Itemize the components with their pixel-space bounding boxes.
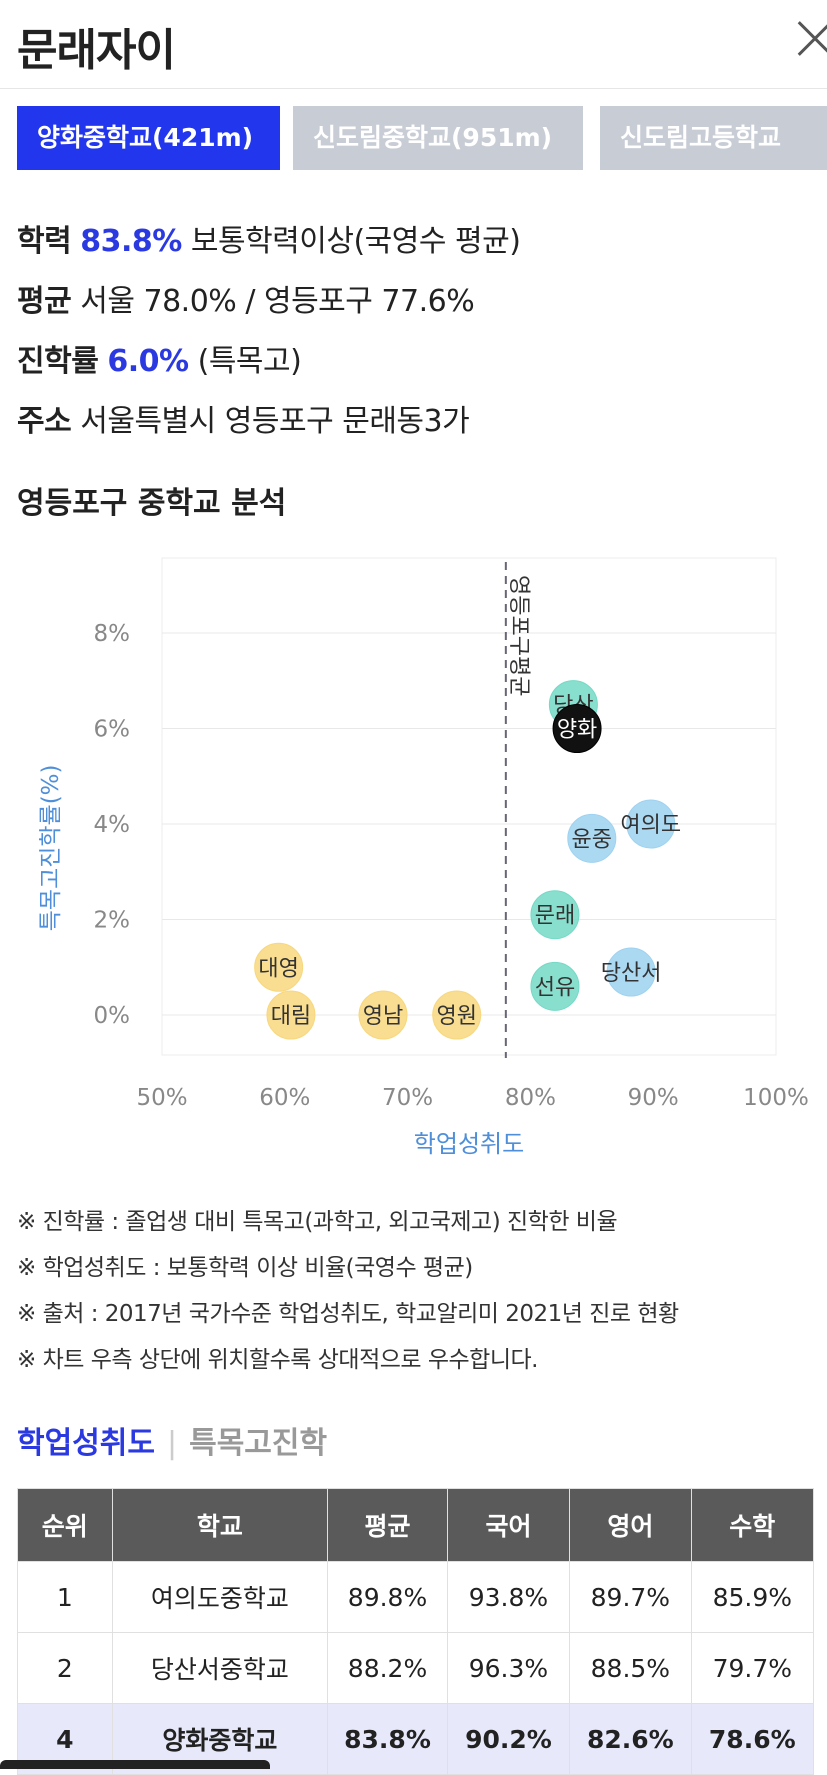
tab-sindorim-high[interactable]: 신도림고등학교: [600, 106, 827, 170]
cell-school: 당산서중학교: [111, 1632, 329, 1704]
point-marker: [530, 961, 580, 1011]
table-row-highlight[interactable]: 4 양화중학교 83.8% 90.2% 82.6% 78.6%: [17, 1703, 815, 1775]
header: 문래자이: [0, 0, 827, 89]
y-tick-label: 8%: [94, 621, 131, 647]
cell-rank: 2: [17, 1632, 113, 1704]
point-marker: [567, 813, 617, 863]
cell-english: 88.5%: [569, 1632, 692, 1704]
header-english: 영어: [569, 1488, 692, 1562]
point-marker: [358, 990, 408, 1040]
cell-average: 83.8%: [327, 1703, 448, 1775]
cell-korean: 90.2%: [446, 1703, 571, 1775]
cell-math: 85.9%: [690, 1561, 815, 1633]
tab-yanghwa-middle[interactable]: 양화중학교(421m): [17, 106, 280, 170]
y-axis-title: 특목고진학률(%): [38, 764, 64, 931]
bottom-scroll-bar: [0, 1760, 270, 1769]
cell-math: 79.7%: [690, 1632, 815, 1704]
cell-korean: 96.3%: [446, 1632, 571, 1704]
advance-desc: (특목고): [197, 344, 302, 379]
point-label: 영원: [436, 1004, 476, 1029]
point-label: 당산서: [601, 961, 662, 986]
cell-average: 89.8%: [327, 1561, 448, 1633]
cell-school: 여의도중학교: [111, 1561, 329, 1633]
average-row: 평균 서울 78.0% / 영등포구 77.6%: [17, 276, 475, 320]
x-tick-label: 60%: [259, 1085, 310, 1111]
point-marker: [432, 990, 482, 1040]
point-label: 대림: [271, 1004, 311, 1029]
point-label: 윤중: [572, 827, 612, 852]
tab-sindorim-middle[interactable]: 신도림중학교(951m): [293, 106, 583, 170]
point-marker: [530, 890, 580, 940]
point-marker: [606, 947, 656, 997]
x-axis-title: 학업성취도: [414, 1130, 524, 1158]
ranking-table: 순위 학교 평균 국어 영어 수학 1 여의도중학교 89.8% 93.8% 8…: [17, 1488, 815, 1775]
table-header-row: 순위 학교 평균 국어 영어 수학: [17, 1488, 815, 1562]
academic-label: 학력: [17, 224, 72, 259]
cell-math: 78.6%: [690, 1703, 815, 1775]
address-row: 주소 서울특별시 영등포구 문래동3가: [17, 396, 470, 440]
header-average: 평균: [327, 1488, 448, 1562]
x-tick-label: 70%: [382, 1085, 433, 1111]
header-rank: 순위: [17, 1488, 113, 1562]
average-value: 서울 78.0% / 영등포구 77.6%: [80, 284, 475, 319]
tab-divider: |: [167, 1426, 178, 1461]
point-label: 여의도: [620, 813, 681, 838]
reference-line-label: 영등포구평균: [506, 575, 531, 696]
point-label: 영남: [363, 1004, 403, 1029]
close-icon[interactable]: [790, 14, 827, 64]
table-row[interactable]: 2 당산서중학교 88.2% 96.3% 88.5% 79.7%: [17, 1632, 815, 1704]
address-label: 주소: [17, 404, 72, 439]
academic-desc: 보통학력이상(국영수 평균): [190, 224, 521, 259]
advance-label: 진학률: [17, 344, 99, 379]
tab-achievement[interactable]: 학업성취도: [17, 1426, 155, 1461]
x-tick-label: 80%: [505, 1085, 556, 1111]
advance-value: 6.0%: [107, 344, 189, 379]
y-tick-label: 0%: [94, 1003, 131, 1029]
address-value: 서울특별시 영등포구 문래동3가: [80, 404, 470, 439]
x-tick-label: 90%: [628, 1085, 679, 1111]
x-tick-label: 100%: [743, 1085, 809, 1111]
table-row[interactable]: 1 여의도중학교 89.8% 93.8% 89.7% 85.9%: [17, 1561, 815, 1633]
point-marker: [626, 799, 676, 849]
point-label: 양화: [557, 718, 597, 743]
academic-value: 83.8%: [80, 224, 182, 259]
cell-english: 82.6%: [569, 1703, 692, 1775]
note-source: ※ 출처 : 2017년 국가수준 학업성취도, 학교알리미 2021년 진로 …: [17, 1301, 679, 1327]
point-marker: [254, 942, 304, 992]
header-korean: 국어: [446, 1488, 571, 1562]
x-tick-label: 50%: [136, 1085, 187, 1111]
cell-average: 88.2%: [327, 1632, 448, 1704]
point-label: 선유: [535, 975, 575, 1000]
average-label: 평균: [17, 284, 72, 319]
ranking-tabs: 학업성취도 | 특목고진학: [17, 1418, 327, 1462]
y-tick-label: 4%: [94, 812, 131, 838]
advance-row: 진학률 6.0% (특목고): [17, 336, 302, 380]
cell-rank: 1: [17, 1561, 113, 1633]
page-title: 문래자이: [17, 25, 176, 76]
academic-row: 학력 83.8% 보통학력이상(국영수 평균): [17, 216, 521, 260]
note-advance: ※ 진학률 : 졸업생 대비 특목고(과학고, 외고국제고) 진학한 비율: [17, 1209, 618, 1235]
y-tick-label: 2%: [94, 908, 131, 934]
header-school: 학교: [111, 1488, 329, 1562]
y-tick-label: 6%: [94, 717, 131, 743]
point-label: 문래: [535, 904, 575, 929]
tab-special-advance[interactable]: 특목고진학: [189, 1426, 328, 1461]
cell-english: 89.7%: [569, 1561, 692, 1633]
school-tabs: 양화중학교(421m) 신도림중학교(951m) 신도림고등학교: [17, 106, 827, 170]
point-marker: [266, 990, 316, 1040]
plot-area: [161, 557, 777, 1056]
scatter-chart: 0% 2% 4% 6% 8% 50% 60% 70% 80% 90% 100% 학업성취도 특목고진학률…: [38, 557, 809, 1158]
point-marker: [552, 704, 602, 753]
note-achievement: ※ 학업성취도 : 보통학력 이상 비율(국영수 평균): [17, 1255, 473, 1281]
point-label: 대영: [258, 956, 298, 981]
header-math: 수학: [690, 1488, 815, 1562]
note-guide: ※ 차트 우측 상단에 위치할수록 상대적으로 우수합니다.: [17, 1347, 538, 1373]
section-title: 영등포구 중학교 분석: [17, 486, 287, 521]
cell-korean: 93.8%: [446, 1561, 571, 1633]
